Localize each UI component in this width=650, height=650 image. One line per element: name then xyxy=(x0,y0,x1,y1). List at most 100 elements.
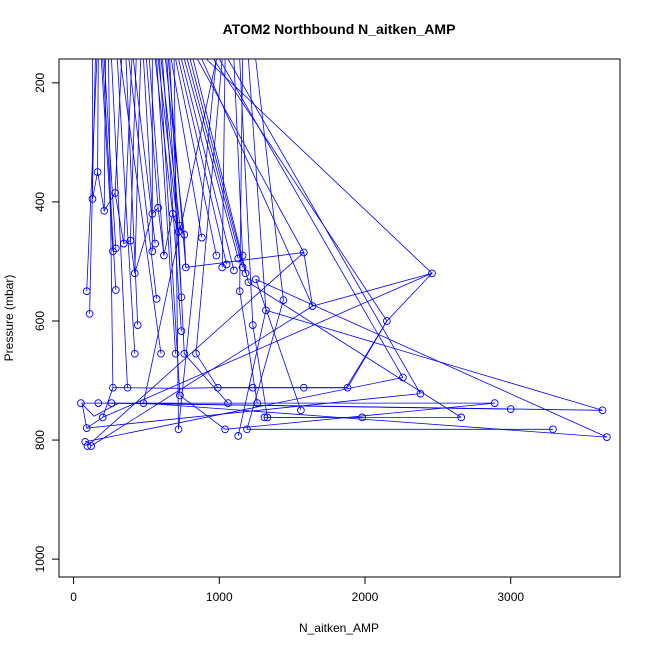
data-segment-40 xyxy=(103,59,117,249)
data-segment-54 xyxy=(255,59,284,301)
data-point-6 xyxy=(130,269,139,278)
data-segment-34 xyxy=(111,59,128,388)
data-segment-42 xyxy=(156,59,176,354)
data-point-0 xyxy=(88,195,97,203)
data-point-30 xyxy=(506,405,515,413)
data-point-37 xyxy=(263,413,272,422)
data-point-39 xyxy=(243,425,251,434)
data-segment-4 xyxy=(123,59,133,244)
data-point-47 xyxy=(213,383,222,392)
data-segment-55 xyxy=(248,59,267,311)
data-point-61 xyxy=(94,399,103,407)
data-point-29 xyxy=(490,399,499,407)
y-tick-label-1: 400 xyxy=(33,192,47,212)
data-point-48 xyxy=(174,425,183,434)
data-point-44 xyxy=(343,383,352,392)
data-segment-79 xyxy=(252,325,268,418)
data-point-7 xyxy=(148,209,157,218)
data-segment-36 xyxy=(102,59,117,291)
data-point-79 xyxy=(177,293,186,302)
data-segment-3 xyxy=(114,59,123,194)
plot-frame xyxy=(58,58,621,578)
data-segment-47 xyxy=(173,59,179,430)
data-point-31 xyxy=(598,406,607,415)
data-point-12 xyxy=(176,221,184,230)
y-tick-label-3: 800 xyxy=(33,430,47,450)
data-point-2 xyxy=(100,206,109,215)
data-point-49 xyxy=(176,391,184,400)
data-segment-74 xyxy=(179,395,226,430)
data-point-50 xyxy=(192,349,200,358)
data-point-83 xyxy=(238,251,247,260)
x-axis: 0 1000 2000 3000 xyxy=(70,576,524,604)
data-segment-59 xyxy=(347,320,388,388)
data-point-13 xyxy=(180,230,189,239)
x-tick-label-3: 3000 xyxy=(497,590,524,604)
data-point-57 xyxy=(148,247,157,256)
data-point-54 xyxy=(133,321,142,329)
data-point-35 xyxy=(358,413,366,422)
data-segment-17 xyxy=(178,59,227,265)
data-segment-77 xyxy=(237,310,267,436)
data-point-73 xyxy=(82,287,91,296)
data-point-40 xyxy=(234,432,243,440)
data-point-51 xyxy=(171,349,180,358)
data-segment-30 xyxy=(119,59,162,354)
data-segment-48 xyxy=(143,59,217,404)
data-point-9 xyxy=(160,251,168,260)
data-point-10 xyxy=(168,209,177,218)
data-segment-51 xyxy=(233,59,243,256)
data-segment-15 xyxy=(170,59,203,238)
data-point-58 xyxy=(123,383,132,392)
data-point-67 xyxy=(98,413,107,422)
data-point-3 xyxy=(111,189,119,197)
data-segment-21 xyxy=(189,59,246,274)
data-point-38 xyxy=(260,413,269,422)
data-point-34 xyxy=(457,413,466,422)
data-segment-76 xyxy=(239,291,258,404)
data-segment-56 xyxy=(102,272,433,418)
data-point-8 xyxy=(154,204,162,212)
data-point-43 xyxy=(253,399,262,407)
x-tick-label-2: 2000 xyxy=(352,590,379,604)
data-point-62 xyxy=(77,399,85,407)
y-tick-label-4: 1000 xyxy=(33,545,47,572)
data-segment-16 xyxy=(175,59,217,256)
data-point-66 xyxy=(87,442,95,450)
data-point-56 xyxy=(151,239,160,248)
x-tick-label-1: 1000 xyxy=(206,590,233,604)
data-point-26 xyxy=(383,317,391,325)
chart-title: ATOM2 Northbound N_aitken_AMP xyxy=(223,21,456,37)
data-segment-53 xyxy=(239,59,243,292)
data-point-80 xyxy=(177,327,186,335)
data-segment-64 xyxy=(111,402,603,411)
data-segment-39 xyxy=(100,59,114,252)
data-segment-38 xyxy=(89,59,96,314)
x-axis-label: N_aitken_AMP xyxy=(299,621,379,635)
data-point-28 xyxy=(416,389,425,398)
data-layer xyxy=(77,59,611,450)
data-point-46 xyxy=(248,383,257,392)
data-segment-69 xyxy=(255,279,302,411)
data-point-82 xyxy=(218,263,227,272)
data-segment-23 xyxy=(197,59,305,253)
data-segment-20 xyxy=(186,59,243,268)
data-segment-19 xyxy=(183,59,239,259)
data-point-78 xyxy=(251,275,260,284)
data-point-33 xyxy=(549,425,557,434)
data-point-18 xyxy=(230,266,238,275)
data-point-15 xyxy=(197,233,206,242)
data-point-71 xyxy=(111,286,120,294)
data-point-65 xyxy=(83,442,92,450)
data-point-5 xyxy=(126,236,135,245)
data-point-21 xyxy=(241,269,250,278)
data-segment-25 xyxy=(205,59,433,274)
data-segment-82 xyxy=(255,278,608,438)
data-point-60 xyxy=(107,399,116,407)
data-point-70 xyxy=(111,244,120,253)
data-segment-6 xyxy=(134,59,141,274)
data-segment-49 xyxy=(195,59,223,354)
data-segment-18 xyxy=(181,59,235,271)
data-segment-81 xyxy=(248,281,462,418)
y-axis: 200 400 600 800 1000 xyxy=(33,72,60,572)
